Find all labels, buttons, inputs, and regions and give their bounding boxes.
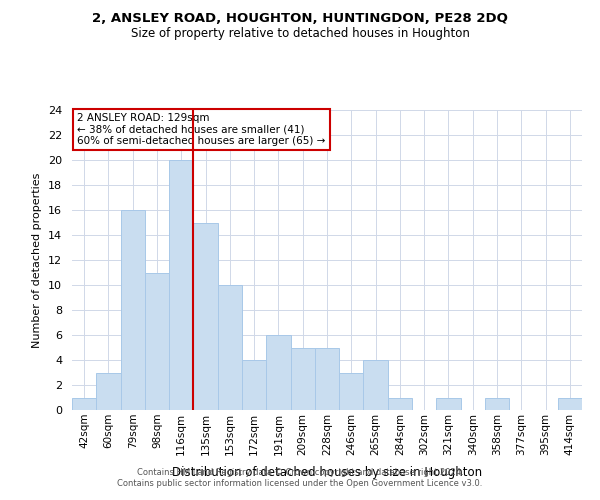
Bar xyxy=(96,372,121,410)
Bar xyxy=(193,222,218,410)
Bar xyxy=(364,360,388,410)
Bar xyxy=(266,335,290,410)
Bar xyxy=(290,348,315,410)
Bar xyxy=(339,372,364,410)
Bar xyxy=(436,398,461,410)
Y-axis label: Number of detached properties: Number of detached properties xyxy=(32,172,43,348)
Text: 2, ANSLEY ROAD, HOUGHTON, HUNTINGDON, PE28 2DQ: 2, ANSLEY ROAD, HOUGHTON, HUNTINGDON, PE… xyxy=(92,12,508,26)
Bar xyxy=(388,398,412,410)
X-axis label: Distribution of detached houses by size in Houghton: Distribution of detached houses by size … xyxy=(172,466,482,479)
Bar xyxy=(145,272,169,410)
Bar xyxy=(169,160,193,410)
Bar xyxy=(485,398,509,410)
Bar xyxy=(218,285,242,410)
Text: Size of property relative to detached houses in Houghton: Size of property relative to detached ho… xyxy=(131,28,469,40)
Text: Contains HM Land Registry data © Crown copyright and database right 2024.
Contai: Contains HM Land Registry data © Crown c… xyxy=(118,468,482,487)
Bar xyxy=(72,398,96,410)
Bar xyxy=(242,360,266,410)
Bar xyxy=(558,398,582,410)
Bar xyxy=(315,348,339,410)
Text: 2 ANSLEY ROAD: 129sqm
← 38% of detached houses are smaller (41)
60% of semi-deta: 2 ANSLEY ROAD: 129sqm ← 38% of detached … xyxy=(77,113,325,146)
Bar xyxy=(121,210,145,410)
